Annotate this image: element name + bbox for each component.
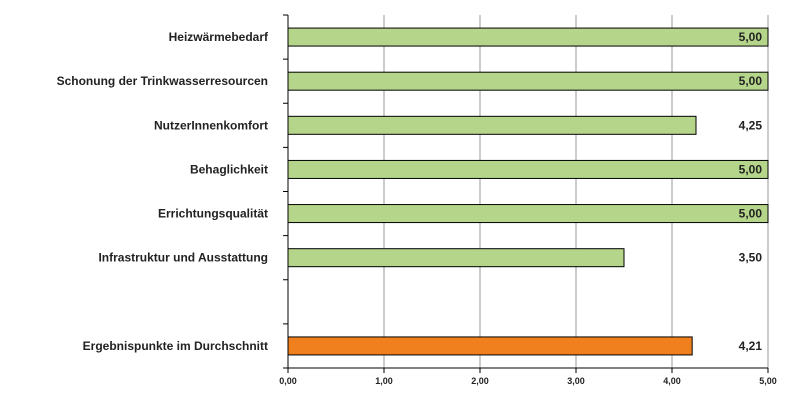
bar	[287, 71, 769, 91]
value-label: 4,21	[739, 339, 763, 353]
bar	[287, 336, 693, 356]
value-label: 5,00	[739, 162, 763, 176]
category-label: Behaglichkeit	[190, 162, 268, 176]
x-tick-label: 3,00	[567, 376, 585, 386]
value-label: 5,00	[739, 207, 763, 221]
value-label: 4,25	[739, 118, 763, 132]
category-label: Errichtungsqualität	[158, 207, 268, 221]
category-label: Schonung der Trinkwasserresourcen	[57, 74, 268, 88]
x-tick-label: 0,00	[279, 376, 297, 386]
bar	[287, 248, 625, 268]
bar	[287, 27, 769, 47]
bar	[287, 204, 769, 224]
x-tick-label: 5,00	[759, 376, 777, 386]
category-label: NutzerInnenkomfort	[154, 118, 268, 132]
x-tick-label: 1,00	[375, 376, 393, 386]
x-tick-label: 2,00	[471, 376, 489, 386]
value-label: 5,00	[739, 74, 763, 88]
x-tick-label: 4,00	[663, 376, 681, 386]
category-label: Heizwärmebedarf	[169, 30, 269, 44]
value-label: 3,50	[739, 251, 763, 265]
value-label: 5,00	[739, 30, 763, 44]
category-label: Infrastruktur und Ausstattung	[98, 251, 268, 265]
bar	[287, 115, 697, 135]
bar	[287, 159, 769, 179]
category-label: Ergebnispunkte im Durchschnitt	[83, 339, 268, 353]
